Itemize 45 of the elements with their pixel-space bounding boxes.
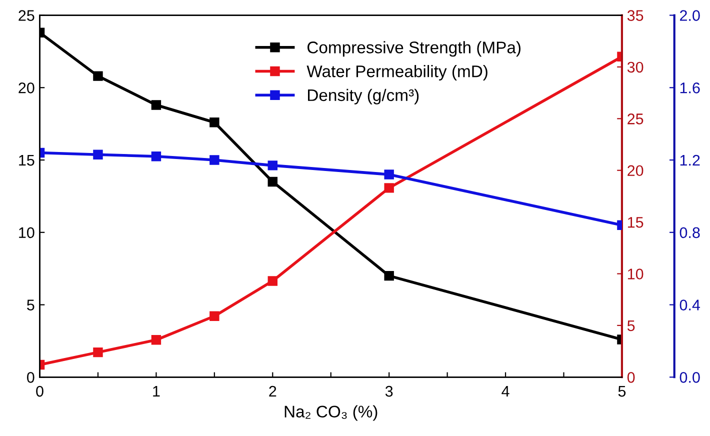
y-tick-label: 0 — [27, 372, 34, 383]
y2-tick-label: 10 — [628, 268, 644, 280]
y3-tick-label: 1.6 — [680, 82, 700, 94]
point — [93, 150, 103, 160]
x-tick-label: 1 — [153, 386, 160, 397]
legend-label: Density (g/cm³) — [308, 88, 419, 104]
x-axis-title: Na₂ CO₃ (%) — [284, 405, 378, 421]
legend-label: Compressive Strength (MPa) — [307, 41, 520, 57]
point — [268, 276, 278, 286]
point — [93, 347, 103, 358]
y2-tick-label: 25 — [628, 114, 644, 124]
y3-tick-label: 2.0 — [680, 10, 700, 21]
point — [384, 183, 394, 193]
y2-tick-label: 15 — [628, 217, 644, 228]
point — [210, 118, 220, 128]
point — [151, 100, 162, 110]
x-tick-label: 2 — [269, 386, 276, 397]
y-tick-label: 20 — [18, 82, 34, 94]
y-tick-label: 10 — [19, 227, 34, 238]
point — [384, 270, 394, 281]
y3-tick-label: 1.2 — [680, 154, 700, 166]
y2-tick-label: 20 — [628, 165, 644, 176]
x-tick-label: 4 — [502, 386, 510, 397]
point — [268, 176, 278, 187]
x-tick-label: 5 — [618, 386, 626, 397]
point — [268, 160, 278, 170]
y2-tick-label: 35 — [627, 10, 644, 21]
y-tick-label: 5 — [27, 300, 34, 310]
point — [151, 335, 162, 345]
point — [210, 311, 220, 321]
point — [210, 155, 220, 165]
y-tick-label: 25 — [18, 10, 34, 21]
point — [151, 152, 162, 162]
y2-tick-label: 5 — [627, 320, 635, 332]
x-tick-label: 0 — [36, 386, 44, 397]
y2-tick-label: 30 — [627, 62, 644, 73]
y3-tick-label: 0.4 — [680, 300, 700, 310]
y3-tick-label: 0.0 — [680, 372, 700, 383]
point — [384, 170, 394, 180]
y2-tick-label: 0 — [627, 372, 635, 383]
y3-tick-label: 0.8 — [680, 227, 700, 238]
x-tick-label: 3 — [385, 386, 393, 397]
y-tick-label: 15 — [19, 155, 34, 166]
legend-label: Water Permeability (mD) — [306, 64, 488, 81]
point — [93, 71, 103, 81]
